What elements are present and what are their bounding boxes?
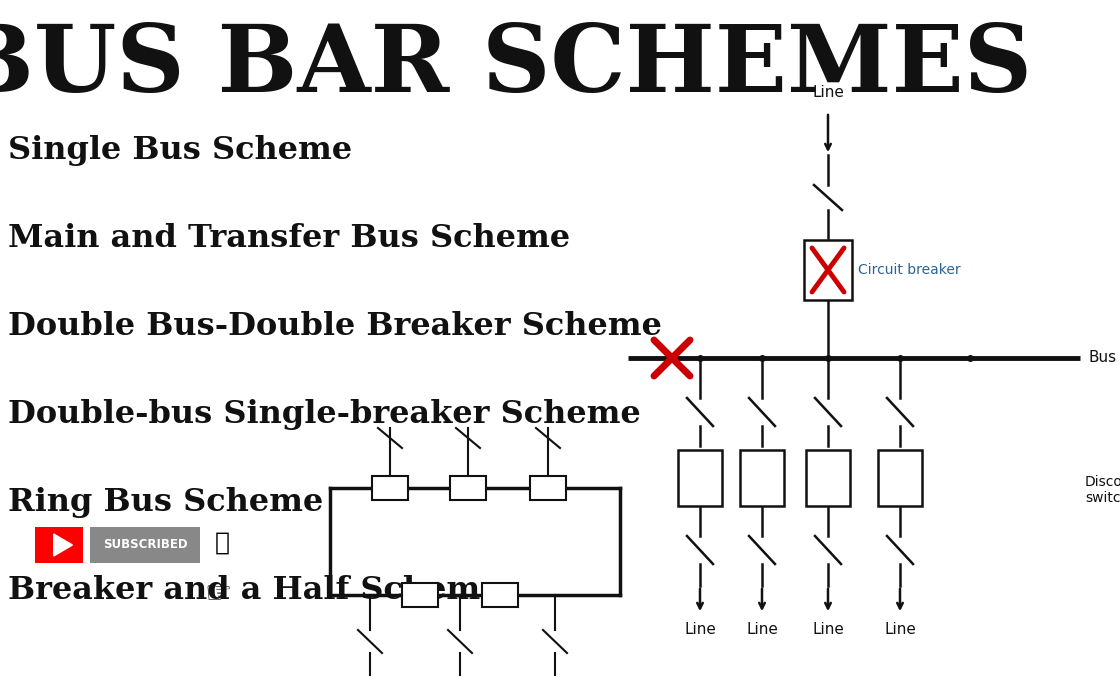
Text: BUS BAR SCHEMES: BUS BAR SCHEMES [0,21,1032,111]
Text: 🔔: 🔔 [215,531,230,555]
Bar [372,476,408,500]
Polygon shape [54,534,73,556]
Text: SUBSCRIBED: SUBSCRIBED [103,538,187,552]
Text: Main and Transfer Bus Scheme: Main and Transfer Bus Scheme [8,223,570,254]
Text: Circuit breaker: Circuit breaker [858,263,961,277]
Bar [740,450,784,506]
Bar [804,240,852,300]
Bar [90,527,200,563]
Bar [806,450,850,506]
Bar [878,450,922,506]
Text: Bus: Bus [1088,351,1117,365]
Text: Double Bus-Double Breaker Scheme: Double Bus-Double Breaker Scheme [8,311,662,342]
Bar [450,476,486,500]
Bar [402,583,438,607]
Text: Ring Bus Scheme: Ring Bus Scheme [8,487,324,518]
Text: Line: Line [812,85,844,100]
Text: Double-bus Single-breaker Scheme: Double-bus Single-breaker Scheme [8,399,641,430]
Bar [482,583,517,607]
Bar [678,450,722,506]
Bar [530,476,566,500]
Text: Line: Line [746,622,778,637]
Text: Disconnecting
switch: Disconnecting switch [1085,475,1120,505]
Text: Line: Line [684,622,716,637]
Bar [35,527,83,563]
Text: Single Bus Scheme: Single Bus Scheme [8,135,352,166]
Text: Line: Line [884,622,916,637]
Text: Line: Line [812,622,844,637]
Text: Breaker and a Half Scheme: Breaker and a Half Scheme [8,575,501,606]
Text: ☞: ☞ [204,580,232,610]
